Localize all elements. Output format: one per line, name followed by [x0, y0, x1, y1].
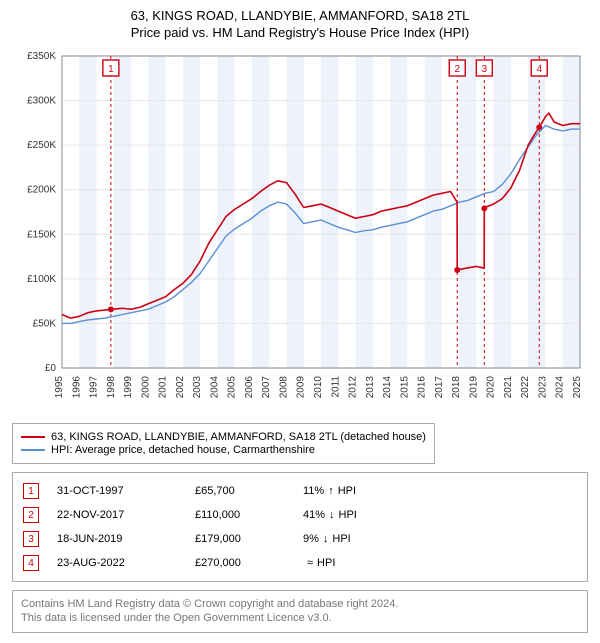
svg-text:2020: 2020 — [486, 376, 497, 399]
event-row: 3 18-JUN-2019 £179,000 9% ↓ HPI — [23, 527, 577, 551]
arrow-down-icon: ↓ — [323, 533, 329, 545]
svg-text:£0: £0 — [45, 363, 57, 374]
attribution-line: Contains HM Land Registry data © Crown c… — [21, 597, 579, 611]
svg-text:2025: 2025 — [572, 376, 583, 399]
svg-text:2024: 2024 — [555, 376, 566, 399]
event-delta: 11% ↑ HPI — [303, 485, 356, 497]
legend-item: 63, KINGS ROAD, LLANDYBIE, AMMANFORD, SA… — [21, 431, 426, 443]
event-marker-icon: 3 — [23, 531, 39, 547]
event-table: 1 31-OCT-1997 £65,700 11% ↑ HPI 2 22-NOV… — [12, 472, 588, 582]
svg-text:2011: 2011 — [330, 376, 341, 398]
svg-text:2015: 2015 — [399, 376, 410, 399]
svg-text:2003: 2003 — [192, 376, 203, 399]
svg-text:£300K: £300K — [27, 96, 56, 107]
svg-text:1: 1 — [108, 64, 114, 75]
svg-text:2002: 2002 — [175, 376, 186, 399]
event-price: £110,000 — [195, 509, 285, 521]
svg-text:£50K: £50K — [33, 318, 57, 329]
svg-text:2016: 2016 — [417, 376, 428, 399]
legend-swatch — [21, 449, 45, 451]
svg-text:2009: 2009 — [296, 376, 307, 399]
event-marker-icon: 2 — [23, 507, 39, 523]
legend-label: HPI: Average price, detached house, Carm… — [51, 444, 315, 456]
svg-text:£250K: £250K — [27, 140, 56, 151]
svg-text:£200K: £200K — [27, 185, 56, 196]
svg-text:2006: 2006 — [244, 376, 255, 399]
svg-text:1996: 1996 — [71, 376, 82, 399]
svg-text:2023: 2023 — [537, 376, 548, 399]
svg-text:2000: 2000 — [140, 376, 151, 399]
svg-text:2017: 2017 — [434, 376, 445, 399]
svg-text:£100K: £100K — [27, 274, 56, 285]
chart-container: 63, KINGS ROAD, LLANDYBIE, AMMANFORD, SA… — [0, 0, 600, 643]
svg-text:2005: 2005 — [227, 376, 238, 399]
chart-subtitle: Price paid vs. HM Land Registry's House … — [12, 25, 588, 40]
event-delta: 9% ↓ HPI — [303, 533, 351, 545]
svg-text:1999: 1999 — [123, 376, 134, 399]
svg-text:1995: 1995 — [54, 376, 65, 399]
event-date: 22-NOV-2017 — [57, 509, 177, 521]
svg-text:2008: 2008 — [278, 376, 289, 399]
svg-text:2: 2 — [454, 64, 460, 75]
attribution-line: This data is licensed under the Open Gov… — [21, 611, 579, 625]
svg-text:2007: 2007 — [261, 376, 272, 399]
event-row: 2 22-NOV-2017 £110,000 41% ↓ HPI — [23, 503, 577, 527]
event-price: £179,000 — [195, 533, 285, 545]
svg-text:1998: 1998 — [106, 376, 117, 399]
event-price: £65,700 — [195, 485, 285, 497]
legend-item: HPI: Average price, detached house, Carm… — [21, 444, 426, 456]
svg-text:2013: 2013 — [365, 376, 376, 399]
svg-text:1997: 1997 — [89, 376, 100, 399]
event-date: 23-AUG-2022 — [57, 557, 177, 569]
svg-text:2014: 2014 — [382, 376, 393, 399]
event-delta: ≈ HPI — [303, 557, 335, 569]
legend-swatch — [21, 436, 45, 438]
svg-text:2004: 2004 — [209, 376, 220, 399]
svg-text:3: 3 — [482, 64, 488, 75]
approx-icon: ≈ — [307, 557, 313, 569]
arrow-down-icon: ↓ — [329, 509, 335, 521]
svg-text:2001: 2001 — [158, 376, 169, 399]
svg-text:2018: 2018 — [451, 376, 462, 399]
event-date: 31-OCT-1997 — [57, 485, 177, 497]
svg-text:£150K: £150K — [27, 229, 56, 240]
attribution: Contains HM Land Registry data © Crown c… — [12, 590, 588, 633]
svg-text:2022: 2022 — [520, 376, 531, 399]
svg-text:2021: 2021 — [503, 376, 514, 399]
event-marker-icon: 1 — [23, 483, 39, 499]
line-chart: £0 £50K £100K £150K £200K £250K £300K £350K 1995… — [12, 48, 588, 408]
svg-text:2019: 2019 — [468, 376, 479, 399]
event-delta: 41% ↓ HPI — [303, 509, 357, 521]
event-row: 4 23-AUG-2022 £270,000 ≈ HPI — [23, 551, 577, 575]
chart-title: 63, KINGS ROAD, LLANDYBIE, AMMANFORD, SA… — [12, 8, 588, 23]
svg-text:2012: 2012 — [348, 376, 359, 399]
legend-label: 63, KINGS ROAD, LLANDYBIE, AMMANFORD, SA… — [51, 431, 426, 443]
event-price: £270,000 — [195, 557, 285, 569]
arrow-up-icon: ↑ — [328, 485, 334, 497]
chart-area: £0 £50K £100K £150K £200K £250K £300K £350K 1995… — [12, 48, 588, 413]
event-date: 18-JUN-2019 — [57, 533, 177, 545]
header: 63, KINGS ROAD, LLANDYBIE, AMMANFORD, SA… — [12, 8, 588, 40]
svg-text:2010: 2010 — [313, 376, 324, 399]
event-row: 1 31-OCT-1997 £65,700 11% ↑ HPI — [23, 479, 577, 503]
event-marker-icon: 4 — [23, 555, 39, 571]
svg-text:4: 4 — [536, 64, 542, 75]
legend: 63, KINGS ROAD, LLANDYBIE, AMMANFORD, SA… — [12, 423, 435, 464]
svg-text:£350K: £350K — [27, 51, 56, 62]
